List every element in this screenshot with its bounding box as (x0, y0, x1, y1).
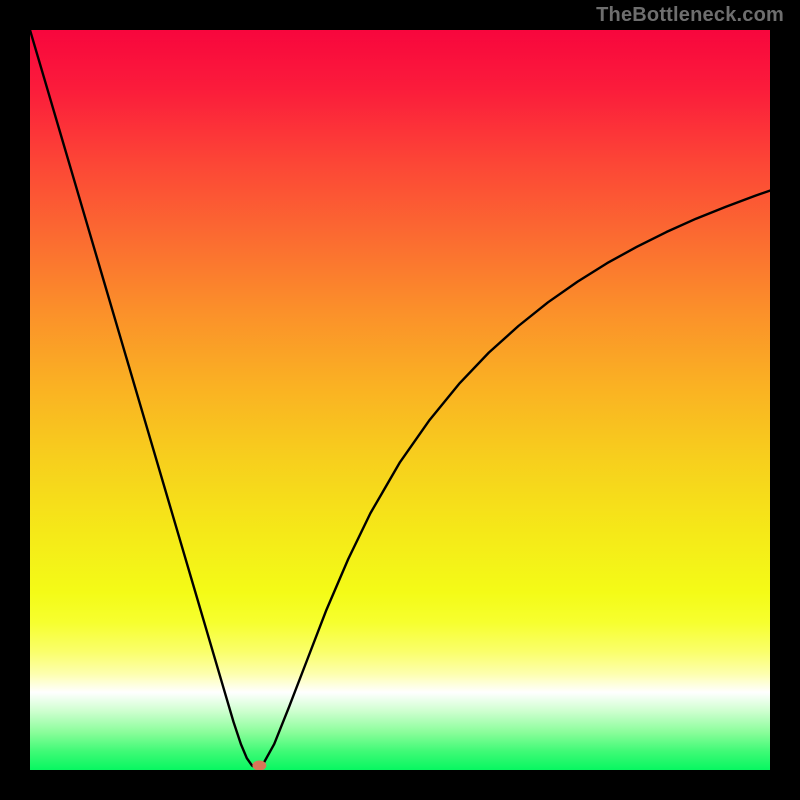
left-branch-path (30, 30, 257, 769)
plot-area (30, 30, 770, 770)
right-branch-path (257, 191, 770, 769)
watermark-text: TheBottleneck.com (596, 4, 784, 27)
curve-svg (30, 30, 770, 770)
chart-container: TheBottleneck.com (0, 0, 800, 800)
